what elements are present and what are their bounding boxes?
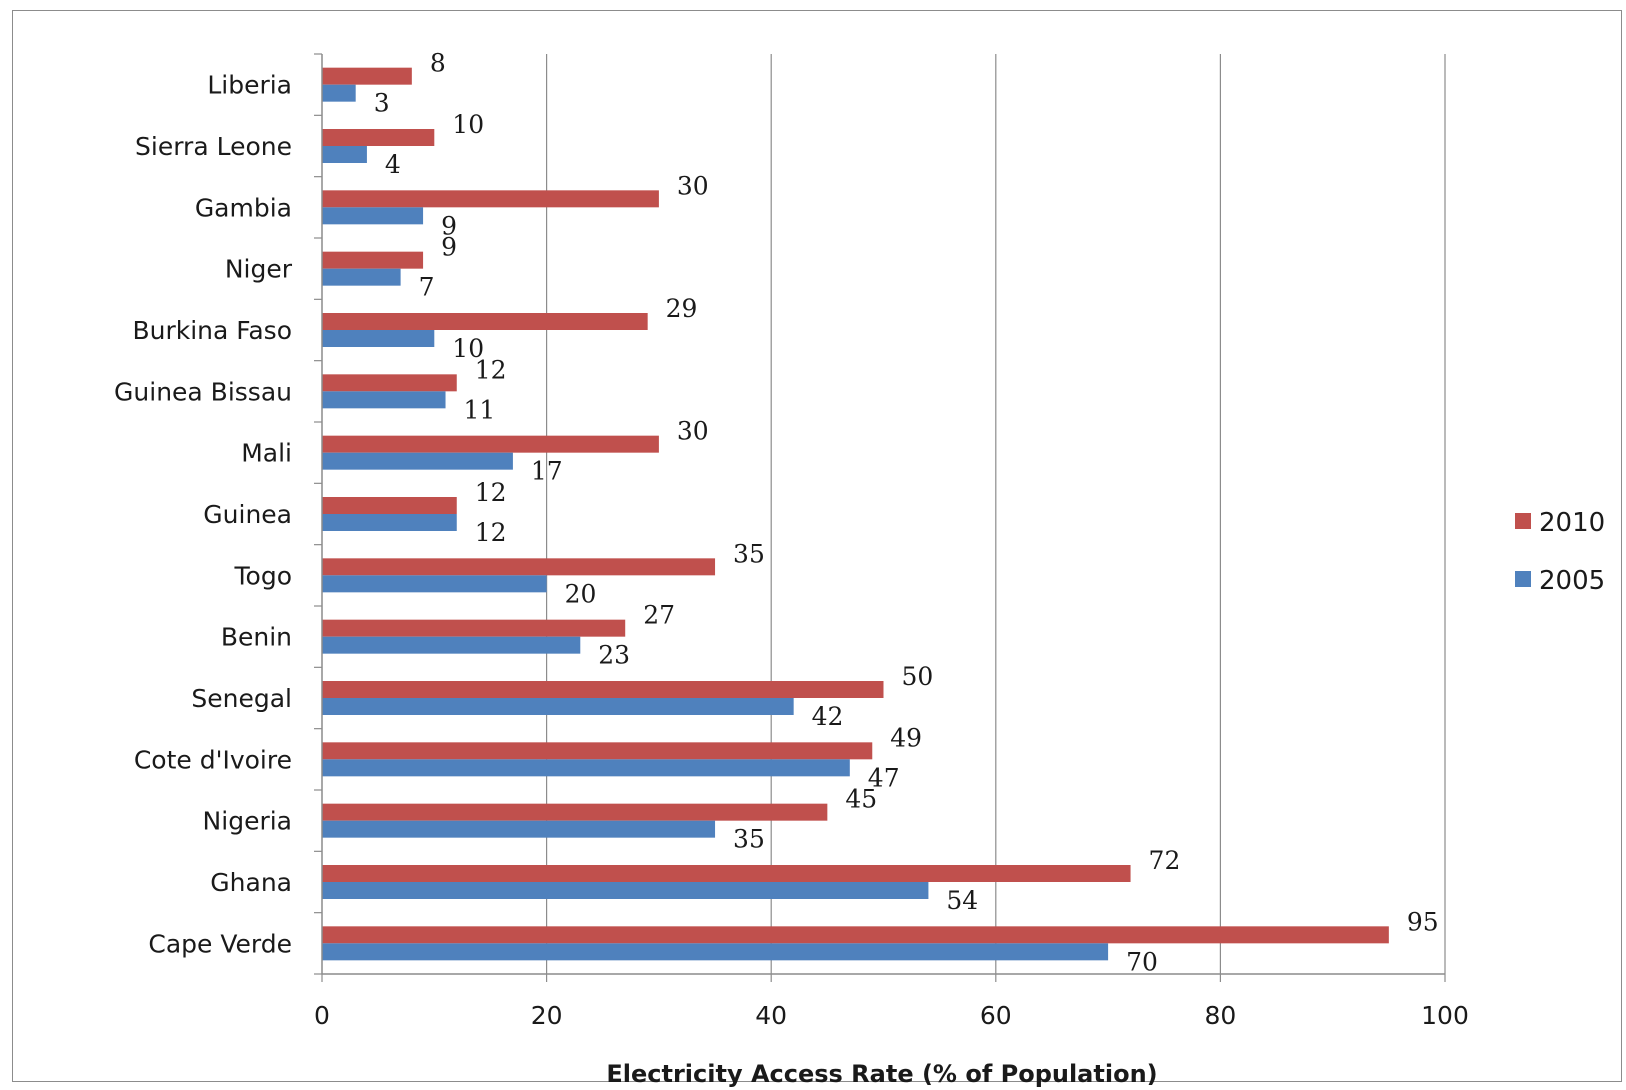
bar-2010 xyxy=(322,190,659,208)
bar-2010 xyxy=(322,558,716,576)
bar-2005 xyxy=(322,268,401,286)
data-label-2005: 17 xyxy=(531,457,563,486)
category-label: Ghana xyxy=(210,868,292,897)
bar-2005 xyxy=(322,636,581,654)
bar-2010 xyxy=(322,435,659,453)
data-label-2005: 35 xyxy=(733,825,765,854)
data-label-2005: 54 xyxy=(946,886,978,915)
x-tick-label: 60 xyxy=(980,1001,1012,1030)
chart-frame xyxy=(12,10,1622,1082)
data-label-2005: 70 xyxy=(1126,947,1158,976)
x-axis-title: Electricity Access Rate (% of Population… xyxy=(606,1060,1157,1088)
category-label: Cape Verde xyxy=(148,929,292,958)
data-label-2005: 11 xyxy=(464,395,496,424)
data-label-2010: 12 xyxy=(475,478,507,507)
bar-2010 xyxy=(322,374,457,392)
category-label: Liberia xyxy=(207,71,292,100)
data-label-2010: 29 xyxy=(666,294,698,323)
data-label-2005: 4 xyxy=(385,150,401,179)
data-label-2005: 3 xyxy=(374,89,390,118)
x-tick-label: 100 xyxy=(1421,1001,1469,1030)
bar-2010 xyxy=(322,129,435,146)
legend-swatch-2005 xyxy=(1515,571,1531,587)
data-label-2005: 23 xyxy=(598,641,630,670)
data-label-2010: 9 xyxy=(441,233,457,262)
data-label-2010: 27 xyxy=(643,601,675,630)
data-label-2010: 12 xyxy=(475,355,507,384)
data-label-2005: 42 xyxy=(812,702,844,731)
bar-2010 xyxy=(322,313,648,330)
bar-2010 xyxy=(322,251,424,269)
category-label: Nigeria xyxy=(203,807,292,836)
bar-2010 xyxy=(322,681,884,698)
bar-2010 xyxy=(322,742,873,760)
bars xyxy=(322,67,1389,961)
bar-2005 xyxy=(322,514,457,531)
data-label-2005: 7 xyxy=(419,273,435,302)
category-label: Sierra Leone xyxy=(135,132,292,161)
x-tick-label: 20 xyxy=(531,1001,563,1030)
data-label-2010: 30 xyxy=(677,417,709,446)
x-tick-label: 0 xyxy=(314,1001,330,1030)
bar-2010 xyxy=(322,497,457,514)
data-label-2010: 45 xyxy=(845,785,877,814)
category-label: Guinea Bissau xyxy=(114,377,292,406)
data-label-2010: 10 xyxy=(452,110,484,139)
legend: 2010 2005 xyxy=(1515,508,1605,596)
legend-label-2010: 2010 xyxy=(1539,508,1605,538)
data-label-2010: 8 xyxy=(430,49,446,78)
category-label: Guinea xyxy=(203,500,292,529)
bar-2010 xyxy=(322,926,1389,944)
bar-2010 xyxy=(322,865,1131,882)
category-label: Mali xyxy=(241,439,292,468)
bar-2010 xyxy=(322,803,828,821)
data-label-2010: 50 xyxy=(902,662,934,691)
category-label: Togo xyxy=(234,561,292,590)
legend-swatch-2010 xyxy=(1515,513,1531,529)
data-label-2010: 35 xyxy=(733,539,765,568)
bar-2005 xyxy=(322,820,716,838)
category-label: Senegal xyxy=(191,684,292,713)
data-label-2005: 10 xyxy=(452,334,484,363)
category-label: Benin xyxy=(221,623,292,652)
bar-2005 xyxy=(322,84,356,102)
bar-2005 xyxy=(322,146,367,163)
data-label-2010: 95 xyxy=(1407,907,1439,936)
data-label-2005: 20 xyxy=(565,579,597,608)
bar-2005 xyxy=(322,943,1109,961)
bar-2005 xyxy=(322,207,424,225)
axes: 0 20 40 60 80 100 xyxy=(314,53,1469,1030)
data-label-2010: 30 xyxy=(677,171,709,200)
bar-2005 xyxy=(322,391,446,409)
bar-2005 xyxy=(322,882,929,899)
x-tick-label: 40 xyxy=(755,1001,787,1030)
bar-2010 xyxy=(322,619,626,637)
category-label: Burkina Faso xyxy=(132,316,292,345)
data-label-2005: 12 xyxy=(475,518,507,547)
bar-2005 xyxy=(322,759,850,777)
bar-2005 xyxy=(322,575,547,593)
bar-2005 xyxy=(322,698,794,715)
x-tick-label: 80 xyxy=(1204,1001,1236,1030)
bar-2010 xyxy=(322,67,412,85)
category-label: Cote d'Ivoire xyxy=(134,745,292,774)
data-label-2010: 49 xyxy=(890,723,922,752)
data-label-2005: 9 xyxy=(441,211,457,240)
data-label-2005: 47 xyxy=(868,763,900,792)
data-label-2010: 72 xyxy=(1149,846,1181,875)
category-label: Gambia xyxy=(195,193,292,222)
category-label: Niger xyxy=(225,255,293,284)
legend-label-2005: 2005 xyxy=(1539,566,1605,596)
bar-2005 xyxy=(322,452,513,470)
bar-2005 xyxy=(322,330,435,347)
